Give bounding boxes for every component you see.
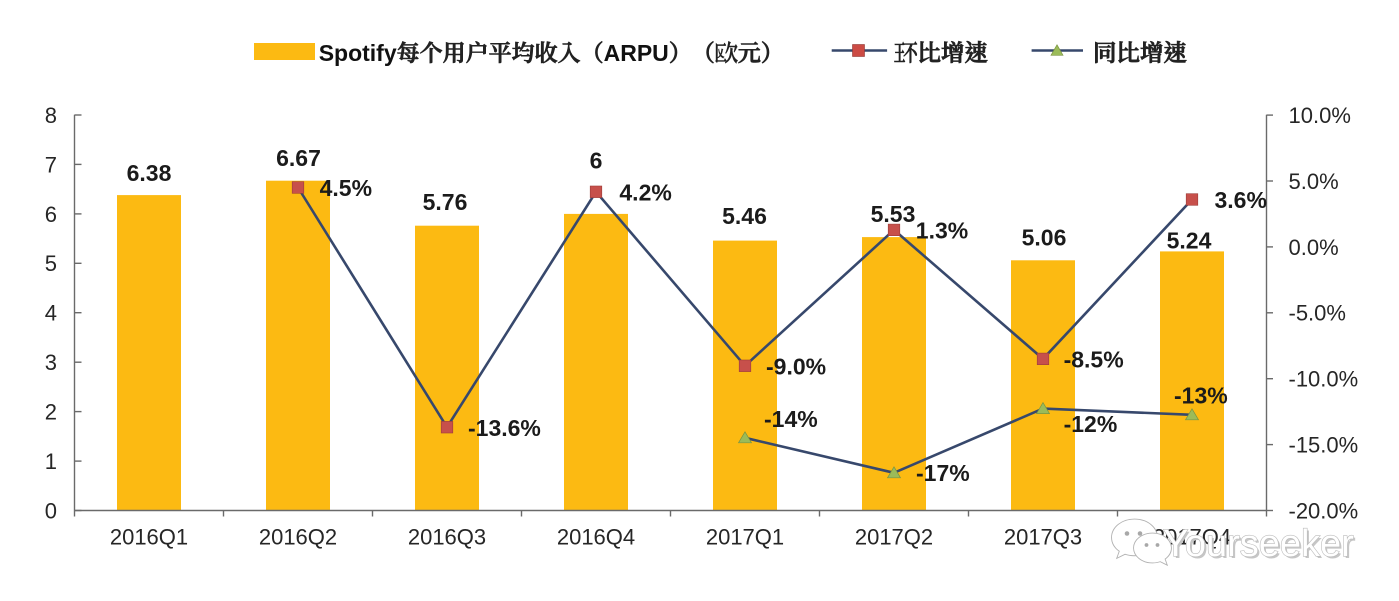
svg-text:6.67: 6.67 xyxy=(276,145,321,171)
svg-text:-17%: -17% xyxy=(916,460,970,486)
svg-text:6.38: 6.38 xyxy=(127,160,172,186)
svg-text:6: 6 xyxy=(590,148,603,174)
svg-text:3: 3 xyxy=(45,350,57,375)
svg-text:-12%: -12% xyxy=(1064,411,1118,437)
svg-text:-20.0%: -20.0% xyxy=(1289,498,1359,523)
svg-text:6: 6 xyxy=(45,202,57,227)
svg-text:Yourseeker: Yourseeker xyxy=(1163,523,1354,565)
svg-text:5.53: 5.53 xyxy=(871,201,916,227)
svg-text:2017Q3: 2017Q3 xyxy=(1004,524,1082,549)
svg-text:2017Q2: 2017Q2 xyxy=(855,524,933,549)
svg-text:4.5%: 4.5% xyxy=(320,175,372,201)
svg-text:-8.5%: -8.5% xyxy=(1064,347,1124,373)
svg-text:2016Q4: 2016Q4 xyxy=(557,524,635,549)
svg-text:1.3%: 1.3% xyxy=(916,218,968,244)
svg-text:3.6%: 3.6% xyxy=(1215,187,1267,213)
svg-text:7: 7 xyxy=(45,152,57,177)
svg-text:2: 2 xyxy=(45,400,57,425)
svg-text:2016Q1: 2016Q1 xyxy=(110,524,188,549)
svg-text:2016Q2: 2016Q2 xyxy=(259,524,337,549)
svg-text:0.0%: 0.0% xyxy=(1289,235,1339,260)
svg-text:-14%: -14% xyxy=(764,406,818,432)
svg-text:8: 8 xyxy=(45,103,57,128)
svg-text:-10.0%: -10.0% xyxy=(1289,367,1359,392)
svg-text:5: 5 xyxy=(45,251,57,276)
svg-text:10.0%: 10.0% xyxy=(1289,103,1351,128)
svg-text:ARPU: ARPU xyxy=(604,40,669,66)
svg-text:-13.6%: -13.6% xyxy=(468,415,541,441)
svg-text:5.46: 5.46 xyxy=(722,203,767,229)
svg-text:1: 1 xyxy=(45,449,57,474)
svg-text:5.06: 5.06 xyxy=(1022,225,1067,251)
svg-text:5.0%: 5.0% xyxy=(1289,169,1339,194)
svg-text:5.76: 5.76 xyxy=(423,189,468,215)
svg-text:-9.0%: -9.0% xyxy=(766,354,826,380)
svg-text:0: 0 xyxy=(45,498,57,523)
svg-text:5.24: 5.24 xyxy=(1167,228,1212,254)
svg-text:4: 4 xyxy=(45,301,57,326)
svg-text:Yourseeker: Yourseeker xyxy=(1165,525,1356,567)
svg-text:4.2%: 4.2% xyxy=(619,180,671,206)
svg-text:2017Q1: 2017Q1 xyxy=(706,524,784,549)
svg-text:-5.0%: -5.0% xyxy=(1289,301,1346,326)
svg-text:Spotify: Spotify xyxy=(319,40,397,66)
svg-text:2016Q3: 2016Q3 xyxy=(408,524,486,549)
svg-text:-13%: -13% xyxy=(1174,383,1228,409)
svg-text:-15.0%: -15.0% xyxy=(1289,433,1359,458)
